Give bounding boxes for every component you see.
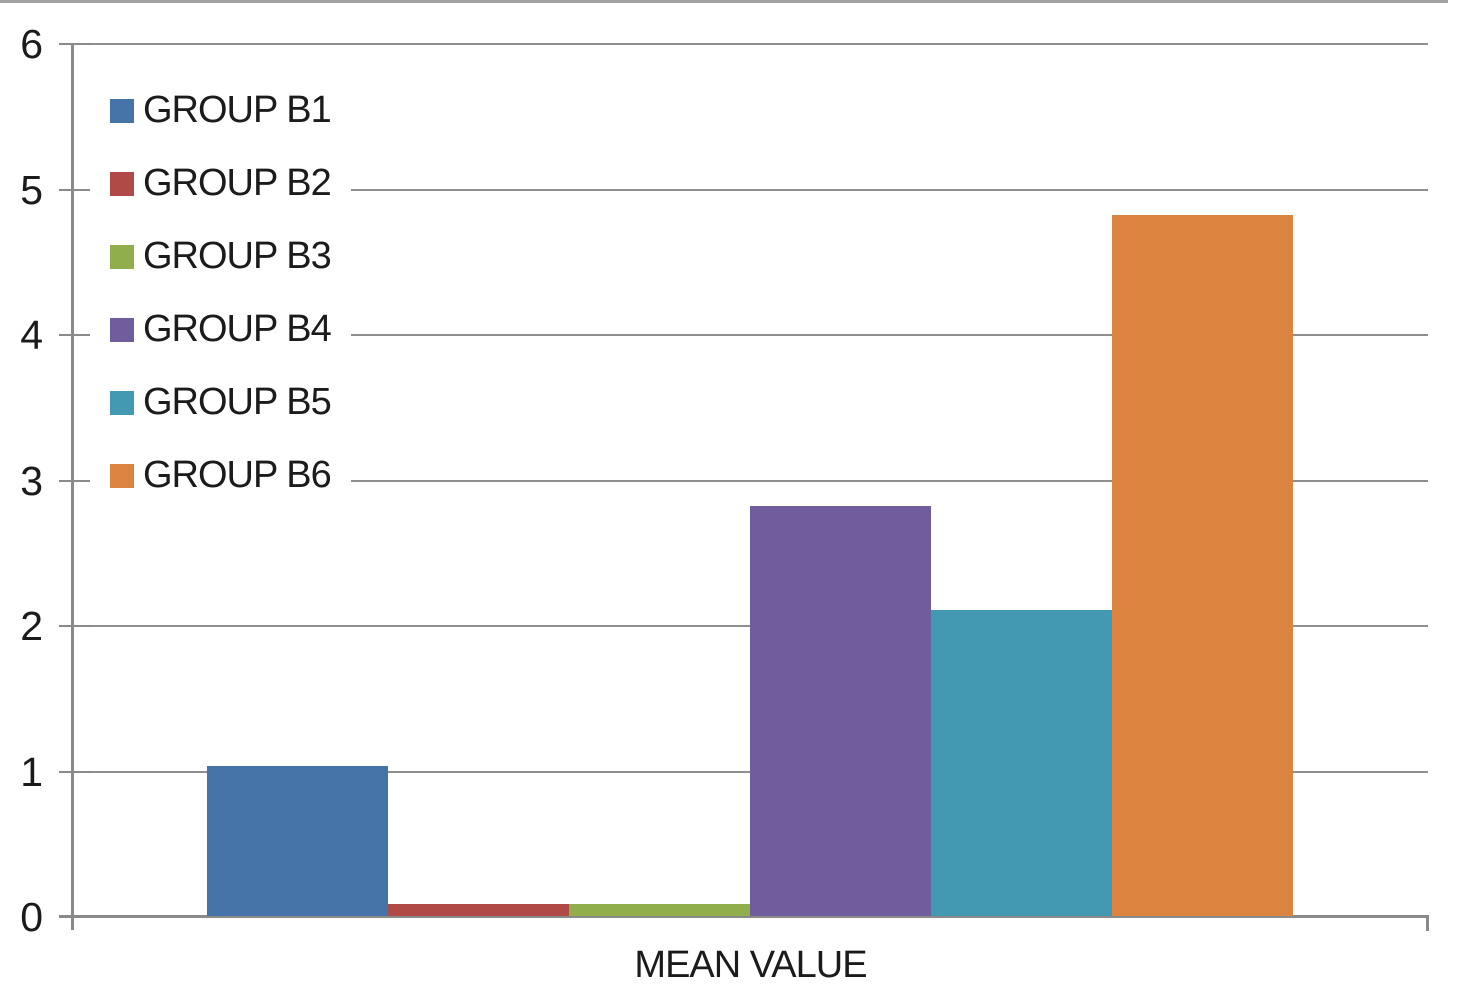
legend-label: GROUP B1 [143,89,332,131]
gridline-y5 [73,188,1428,191]
y-tick-label-3: 3 [20,457,43,504]
legend-label: GROUP B5 [143,381,332,423]
gridline-y4 [73,334,1428,336]
x-axis-title: MEAN VALUE [634,944,867,986]
legend-label: GROUP B3 [143,235,332,277]
gridline-y6 [73,43,1428,45]
y-tick-label-6: 6 [20,21,43,67]
y-tickmark-4 [59,334,92,336]
x-axis-line [59,915,1429,918]
legend-label: GROUP B4 [143,308,332,350]
y-tickmark-1 [59,770,92,773]
legend-item-group-b1: GROUP B1 [90,87,351,134]
y-tick-label-4: 4 [20,312,43,358]
y-tickmark-6 [59,43,92,45]
legend: GROUP B1 GROUP B2 GROUP B3 GROUP B4 GROUP B5… [90,87,351,525]
bar-group-b4 [750,505,931,916]
legend-item-group-b5: GROUP B5 [90,379,351,426]
y-tick-label-2: 2 [20,603,43,649]
plot-area [59,43,1429,931]
legend-swatch-icon [110,98,134,123]
bar-group-b6 [1112,214,1293,916]
legend-swatch-icon [110,171,134,196]
chart-outer-border [0,0,1448,3]
legend-item-group-b2: GROUP B2 [90,160,351,207]
bar-group-b2 [388,904,569,916]
legend-swatch-icon [110,244,134,269]
legend-label: GROUP B6 [143,454,332,496]
legend-item-group-b4: GROUP B4 [90,306,351,353]
y-tickmark-5 [59,188,92,191]
legend-swatch-icon [110,317,134,342]
y-axis-line [71,44,74,930]
y-tick-label-1: 1 [20,748,43,795]
bar-group-b1 [207,766,388,916]
x-axis-end-tick [1426,917,1429,931]
y-tickmark-3 [59,479,92,482]
y-tick-label-0: 0 [20,894,43,940]
bar-group-b3 [569,904,750,916]
legend-swatch-icon [110,390,134,415]
legend-item-group-b6: GROUP B6 [90,452,351,499]
gridline-y3 [73,479,1428,482]
y-tick-label-5: 5 [20,166,43,213]
y-tickmark-2 [59,625,92,627]
legend-item-group-b3: GROUP B3 [90,233,351,280]
legend-swatch-icon [110,463,134,488]
bar-group-b5 [931,610,1112,916]
legend-label: GROUP B2 [143,162,332,204]
